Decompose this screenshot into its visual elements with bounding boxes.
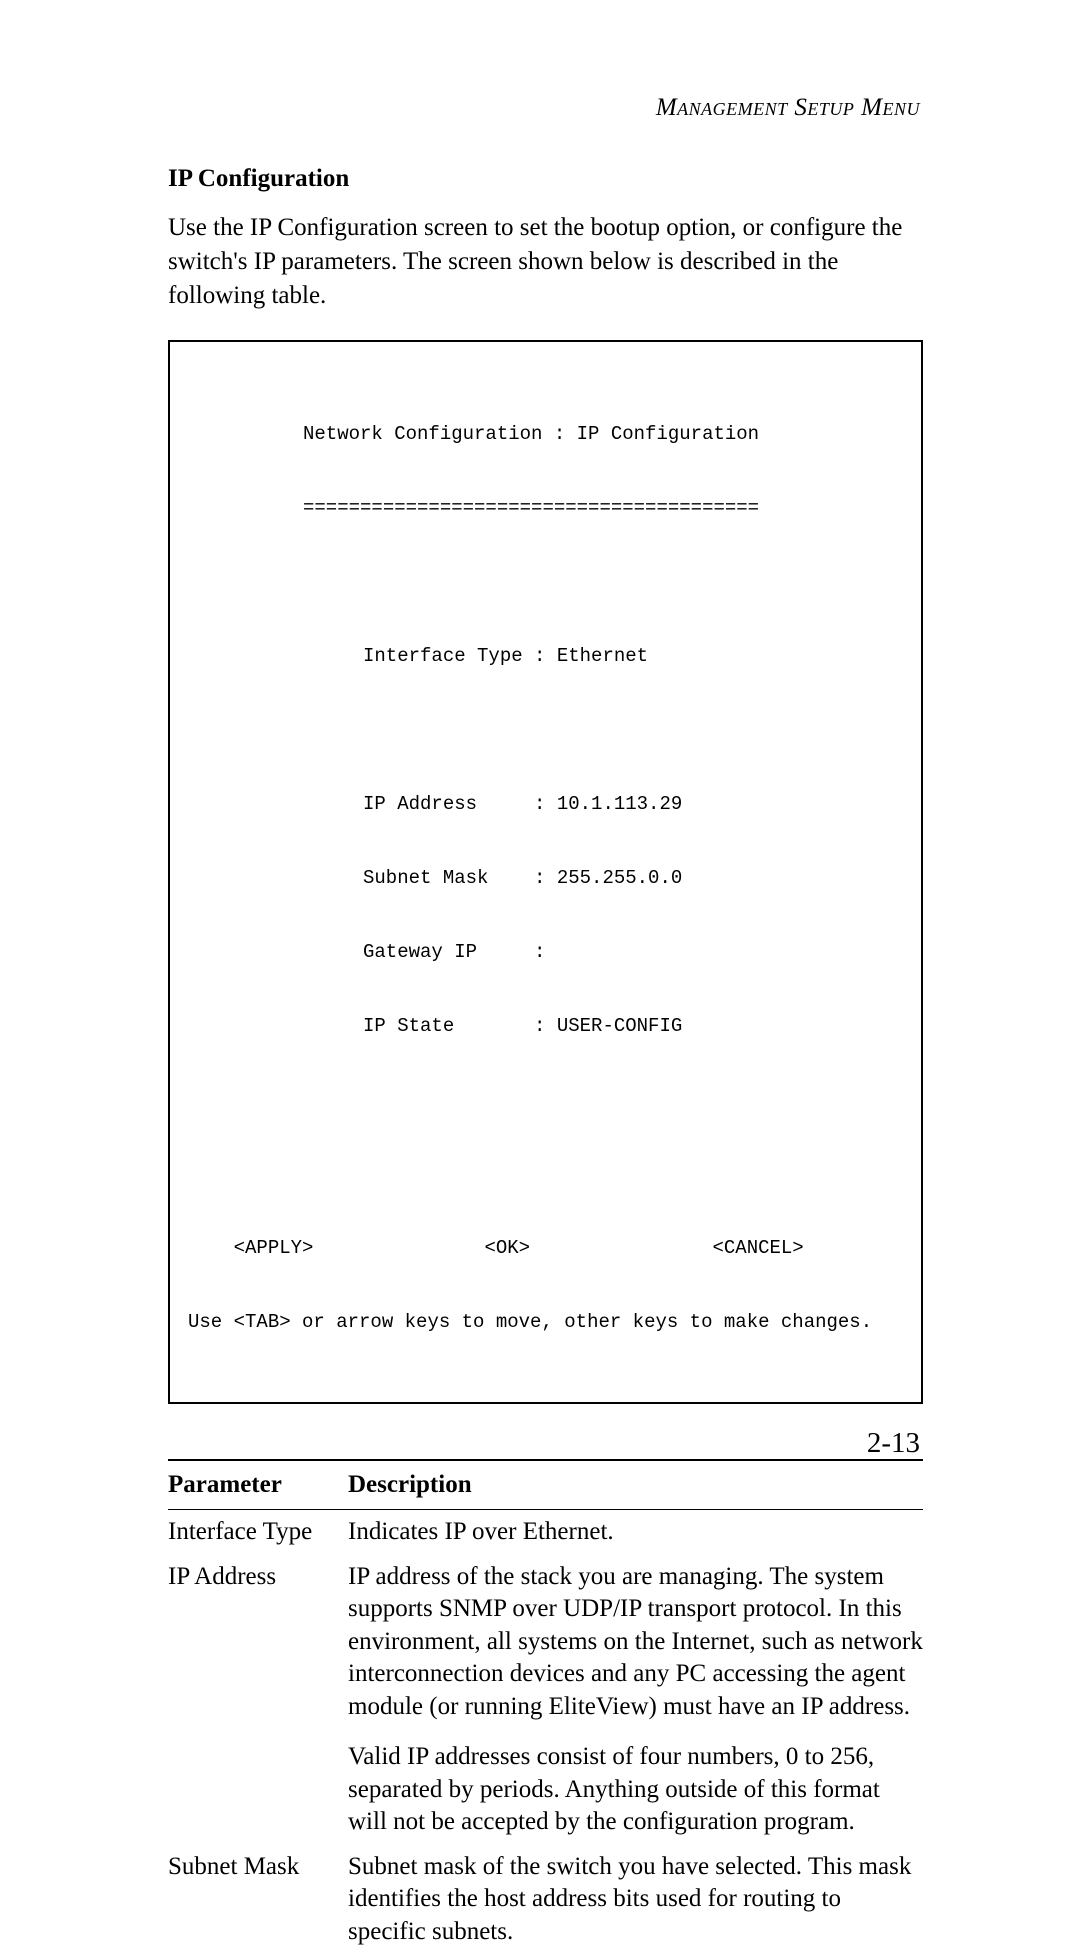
page-number: 2-13: [867, 1427, 920, 1460]
table-row: IP Address IP address of the stack you a…: [168, 1555, 923, 1845]
main-content: IP Configuration Use the IP Configuratio…: [168, 165, 923, 1954]
terminal-help: Use <TAB> or arrow keys to move, other k…: [188, 1310, 903, 1335]
header-description: Description: [348, 1460, 923, 1510]
terminal-blank: [188, 1088, 903, 1113]
terminal-blank: [188, 570, 903, 595]
page-header: Management Setup Menu: [656, 94, 920, 122]
cell-parameter: IP Address: [168, 1555, 348, 1845]
terminal-interface-type: Interface Type : Ethernet: [188, 644, 903, 669]
parameter-table: Parameter Description Interface Type Ind…: [168, 1459, 923, 1954]
terminal-buttons: <APPLY> <OK> <CANCEL>: [188, 1236, 903, 1261]
cell-description: IP address of the stack you are managing…: [348, 1555, 923, 1845]
intro-paragraph: Use the IP Configuration screen to set t…: [168, 211, 923, 312]
description-paragraph: IP address of the stack you are managing…: [348, 1561, 923, 1724]
terminal-divider: ========================================: [188, 496, 903, 521]
cell-parameter: Interface Type: [168, 1510, 348, 1555]
description-paragraph: Valid IP addresses consist of four numbe…: [348, 1741, 923, 1839]
cell-description: Subnet mask of the switch you have selec…: [348, 1845, 923, 1954]
cell-description: Indicates IP over Ethernet.: [348, 1510, 923, 1555]
table-row: Interface Type Indicates IP over Etherne…: [168, 1510, 923, 1555]
terminal-blank: [188, 1162, 903, 1187]
description-paragraph: Indicates IP over Ethernet.: [348, 1516, 923, 1549]
table-header-row: Parameter Description: [168, 1460, 923, 1510]
terminal-screenshot: Network Configuration : IP Configuration…: [168, 340, 923, 1404]
description-paragraph: Subnet mask of the switch you have selec…: [348, 1851, 923, 1949]
terminal-gateway-ip: Gateway IP :: [188, 940, 903, 965]
section-title: IP Configuration: [168, 165, 923, 193]
table-row: Subnet Mask Subnet mask of the switch yo…: [168, 1845, 923, 1954]
terminal-ip-address: IP Address : 10.1.113.29: [188, 792, 903, 817]
terminal-title: Network Configuration : IP Configuration: [188, 422, 903, 447]
terminal-subnet-mask: Subnet Mask : 255.255.0.0: [188, 866, 903, 891]
cell-parameter: Subnet Mask: [168, 1845, 348, 1954]
terminal-ip-state: IP State : USER-CONFIG: [188, 1014, 903, 1039]
header-parameter: Parameter: [168, 1460, 348, 1510]
terminal-blank: [188, 718, 903, 743]
